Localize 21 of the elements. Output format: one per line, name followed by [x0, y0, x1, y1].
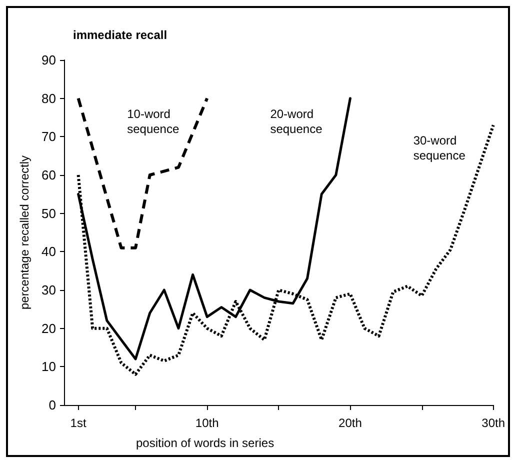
chart-title: immediate recall	[73, 28, 168, 42]
y-tick-label: 50	[42, 206, 56, 221]
y-axis-title: percentage recalled correctly	[18, 155, 32, 310]
x-tick-label: 30th	[482, 416, 505, 430]
y-tick-label: 30	[42, 282, 56, 298]
x-axis-title: position of words in series	[136, 436, 274, 450]
y-tick-label: 70	[42, 129, 56, 144]
series-label: 30-word sequence	[413, 134, 466, 163]
y-tick-label: 20	[42, 320, 56, 336]
x-tick-label: 1st	[70, 416, 87, 430]
y-tick-label: 0	[48, 398, 56, 412]
line-series	[76, 96, 209, 250]
series-label: 10-word sequence	[127, 106, 180, 136]
x-tick-label: 20th	[338, 416, 362, 430]
y-tick-label: 40	[42, 244, 56, 260]
x-tick-label: 10th	[195, 416, 219, 430]
y-tick-label: 80	[42, 90, 56, 106]
y-tick-label: 60	[42, 168, 56, 182]
series-label: 20-word sequence	[270, 106, 323, 136]
y-tick-label: 90	[42, 52, 56, 68]
y-tick-label: 10	[42, 359, 56, 374]
